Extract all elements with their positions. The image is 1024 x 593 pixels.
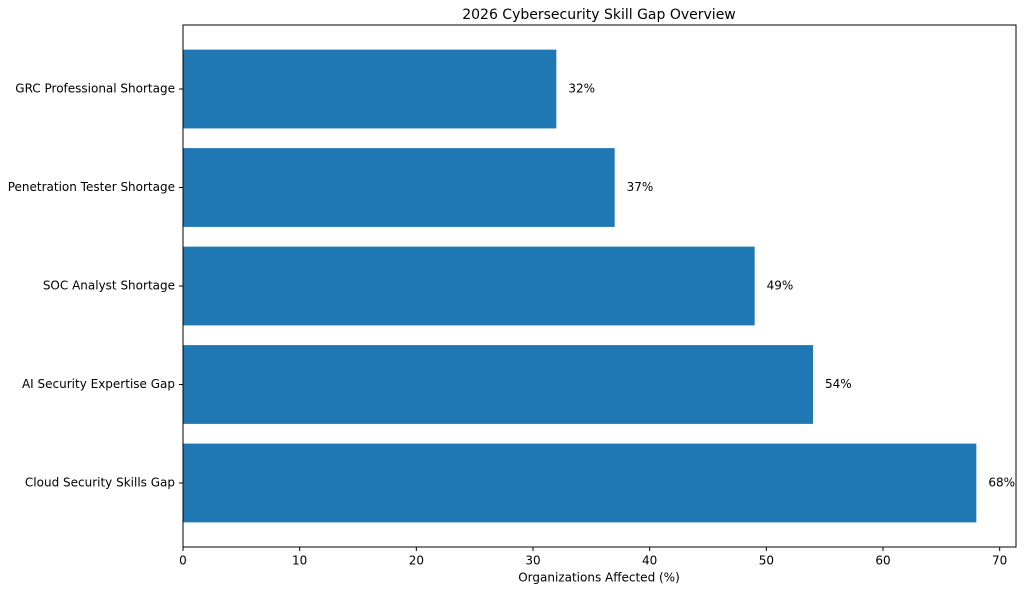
value-label: 68% (988, 475, 1015, 489)
y-tick-label: GRC Professional Shortage (15, 82, 175, 96)
value-label: 49% (767, 279, 794, 293)
bar (183, 345, 813, 424)
x-tick-label: 40 (642, 554, 657, 568)
bar (183, 443, 977, 523)
x-tick-label: 70 (992, 554, 1007, 568)
x-tick-label: 20 (409, 554, 424, 568)
x-tick-label: 0 (179, 554, 187, 568)
x-axis-label: Organizations Affected (%) (518, 571, 680, 585)
chart-title: 2026 Cybersecurity Skill Gap Overview (462, 7, 736, 23)
bar (183, 49, 557, 129)
value-label: 37% (627, 180, 654, 194)
bar (183, 148, 615, 227)
x-tick-label: 10 (292, 554, 307, 568)
y-tick-label: AI Security Expertise Gap (22, 377, 175, 391)
y-tick-label: Cloud Security Skills Gap (25, 475, 175, 489)
value-label: 54% (825, 377, 852, 391)
y-tick-label: Penetration Tester Shortage (8, 180, 175, 194)
plot-frame (182, 24, 1017, 548)
x-tick-label: 30 (525, 554, 540, 568)
x-tick-label: 60 (875, 554, 890, 568)
bar (183, 246, 755, 326)
x-tick-label: 50 (759, 554, 774, 568)
y-tick-label: SOC Analyst Shortage (43, 279, 175, 293)
value-label: 32% (568, 82, 595, 96)
